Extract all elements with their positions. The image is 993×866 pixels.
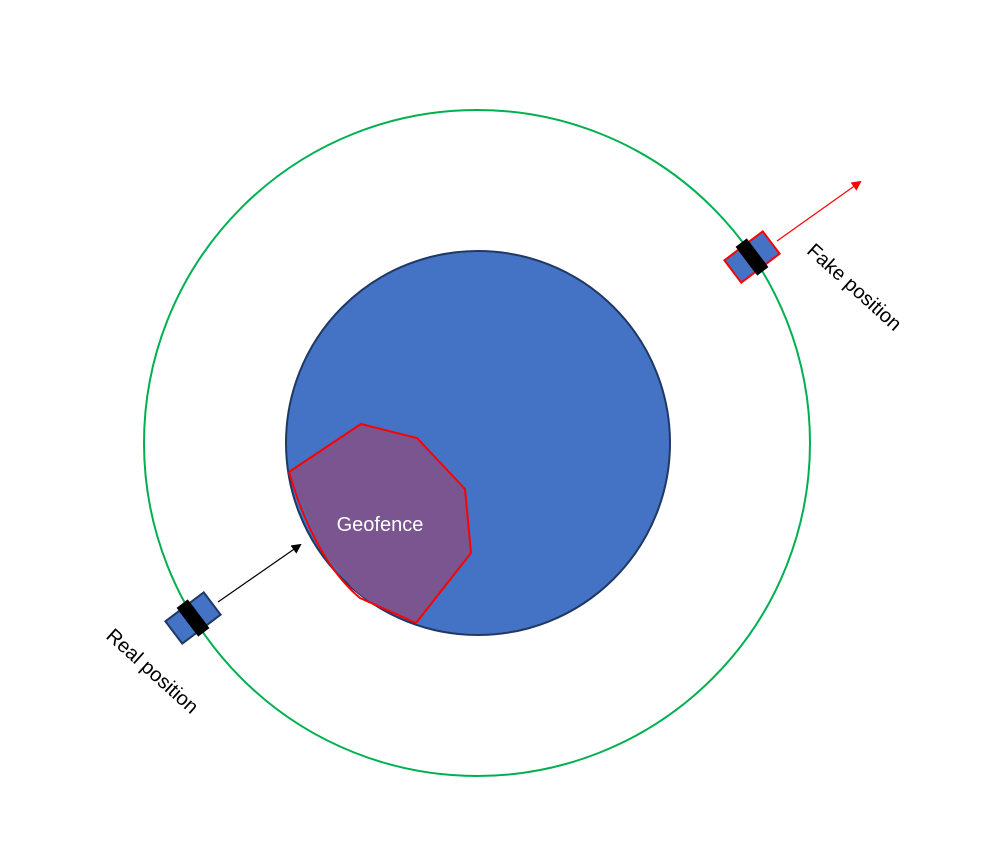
geofence-region <box>289 424 471 623</box>
fake-position-label: Fake position <box>802 240 905 336</box>
real-satellite-body <box>176 599 210 637</box>
geofence-boundary <box>288 422 473 624</box>
geofence-label: Geofence <box>337 514 424 536</box>
real-position-arrow <box>217 543 302 603</box>
real-satellite <box>164 590 222 646</box>
geofence-boundary-arc <box>288 471 417 624</box>
fake-position-arrow <box>776 180 862 242</box>
fake-satellite <box>723 229 781 285</box>
fake-satellite-body <box>735 238 769 276</box>
orbit-circle <box>143 109 811 777</box>
